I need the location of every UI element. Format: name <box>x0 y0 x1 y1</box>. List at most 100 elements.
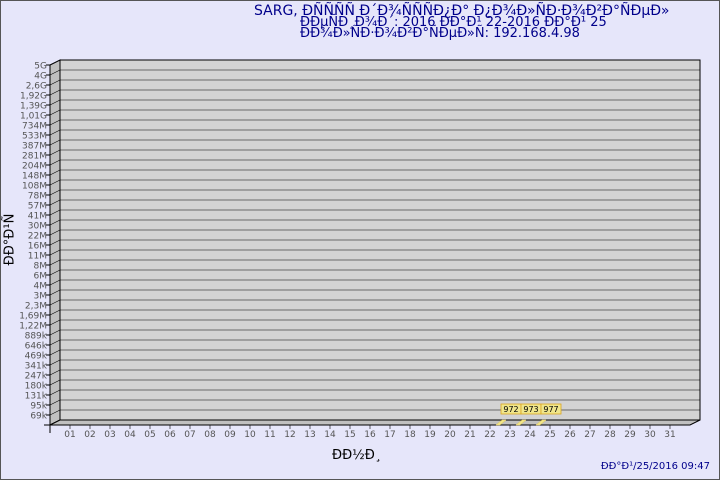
grid-line-side <box>49 329 61 336</box>
grid-line-side <box>49 349 61 356</box>
y-tick-label: 247k <box>25 372 48 382</box>
y-tick-label: 204M <box>22 162 47 172</box>
x-tick-label: 06 <box>164 430 176 440</box>
y-tick-label: 1,39G <box>20 102 47 112</box>
y-tick-label: 6M <box>34 272 48 282</box>
grid-line-side <box>49 379 61 386</box>
grid-line-side <box>49 79 61 86</box>
bar <box>495 419 507 426</box>
grid-line-side <box>49 369 61 376</box>
grid-line-side <box>49 149 61 156</box>
x-tick-label: 19 <box>424 430 436 440</box>
x-tick-label: 12 <box>284 430 295 440</box>
x-tick-label: 16 <box>364 430 376 440</box>
x-tick-label: 09 <box>224 430 236 440</box>
grid-line-side <box>49 69 61 76</box>
grid-line-side <box>49 89 61 96</box>
x-tick-label: 24 <box>524 430 536 440</box>
grid-line-side <box>49 169 61 176</box>
y-tick-label: 11M <box>28 252 47 262</box>
x-tick-label: 13 <box>304 430 315 440</box>
x-tick-label: 21 <box>464 430 475 440</box>
grid-line-side <box>49 299 61 306</box>
bar <box>515 419 527 426</box>
x-axis-label: ÐÐ½Ð¸ <box>332 448 382 463</box>
grid-line-side <box>49 309 61 316</box>
grid-line-side <box>49 229 61 236</box>
x-tick-label: 23 <box>504 430 515 440</box>
y-tick-label: 180k <box>25 382 48 392</box>
y-tick-label: 387M <box>22 142 47 152</box>
y-tick-label: 148M <box>22 172 47 182</box>
grid-line-side <box>49 219 61 226</box>
y-tick-label: 1,01G <box>20 112 47 122</box>
y-tick-label: 2,6G <box>26 82 47 92</box>
y-tick-label: 78M <box>28 192 47 202</box>
x-tick-label: 15 <box>344 430 355 440</box>
x-tick-label: 29 <box>624 430 636 440</box>
chart-period: ÐÐµÑÐ¸Ð¾Ð´: 2016 ÐÐ°Ð¹ 22-2016 ÐÐ°Ð¹ 25 <box>300 15 607 30</box>
x-tick-label: 01 <box>64 430 75 440</box>
grid-line-side <box>49 209 61 216</box>
data-label: 972 <box>503 405 518 414</box>
chart-user: ÐÐ¾Ð»ÑÐ·Ð¾Ð²Ð°ÑÐµÐ»Ñ: 192.168.4.98 <box>300 26 580 41</box>
grid-line-side <box>49 129 61 136</box>
generated-date: ÐÐ°Ð¹/25/2016 09:47 <box>600 461 710 472</box>
y-tick-label: 469k <box>25 352 48 362</box>
x-tick-label: 28 <box>604 430 616 440</box>
grid-line-side <box>49 189 61 196</box>
y-tick-label: 1,22M <box>19 322 47 332</box>
y-tick-label: 69k <box>30 412 47 422</box>
x-tick-label: 17 <box>384 430 395 440</box>
grid-line-side <box>49 259 61 266</box>
y-tick-label: 108M <box>22 182 47 192</box>
grid-line-side <box>49 289 61 296</box>
y-tick-label: 646k <box>25 342 48 352</box>
grid-line-side <box>49 119 61 126</box>
y-tick-label: 16M <box>28 242 47 252</box>
data-label-box <box>540 403 562 415</box>
grid-line-side <box>49 59 61 66</box>
x-tick-label: 18 <box>404 430 416 440</box>
plot-floor <box>49 419 701 426</box>
y-tick-label: 57M <box>28 202 47 212</box>
x-tick-label: 05 <box>144 430 155 440</box>
y-tick-label: 1,92G <box>20 92 47 102</box>
y-tick-label: 5G <box>34 62 47 72</box>
data-label: 973 <box>523 405 538 414</box>
x-tick-label: 04 <box>124 430 136 440</box>
y-tick-label: 734M <box>22 122 47 132</box>
grid-line-side <box>49 359 61 366</box>
grid-line-side <box>49 199 61 206</box>
y-tick-label: 8M <box>34 262 48 272</box>
x-tick-label: 22 <box>484 430 495 440</box>
grid-line-side <box>49 159 61 166</box>
x-tick-label: 26 <box>564 430 576 440</box>
x-tick-label: 02 <box>84 430 95 440</box>
x-tick-label: 07 <box>184 430 195 440</box>
grid-line-side <box>49 179 61 186</box>
grid-line-side <box>49 399 61 406</box>
x-tick-label: 11 <box>264 430 275 440</box>
grid-line-side <box>49 99 61 106</box>
grid-line-side <box>49 279 61 286</box>
x-tick-label: 14 <box>324 430 336 440</box>
y-tick-label: 4M <box>34 282 48 292</box>
x-tick-label: 30 <box>644 430 656 440</box>
y-tick-label: 30M <box>28 222 47 232</box>
grid-line-side <box>49 249 61 256</box>
x-tick-label: 27 <box>584 430 595 440</box>
y-tick-label: 95k <box>30 402 47 412</box>
y-tick-label: 131k <box>25 392 48 402</box>
grid-line-side <box>49 269 61 276</box>
grid-line-side <box>49 139 61 146</box>
chart-title: SARG, ÐÑÑÑÑ Ð´Ð¾ÑÑÑÐ¿Ð° Ð¿Ð¾Ð»ÑÐ·Ð¾Ð²Ð°Ñ… <box>254 3 670 19</box>
grid-line-side <box>49 339 61 346</box>
x-tick-label: 03 <box>104 430 115 440</box>
grid-line-side <box>49 319 61 326</box>
x-tick-label: 10 <box>244 430 256 440</box>
x-tick-label: 25 <box>544 430 555 440</box>
y-tick-label: 3M <box>34 292 48 302</box>
data-label: 977 <box>543 405 558 414</box>
